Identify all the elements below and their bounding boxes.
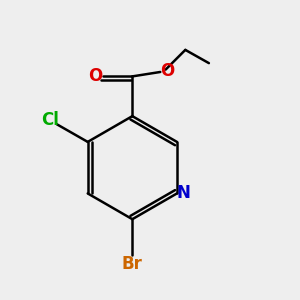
Text: N: N — [176, 184, 190, 202]
Text: Cl: Cl — [41, 111, 59, 129]
Text: O: O — [88, 68, 103, 85]
Text: Br: Br — [122, 255, 143, 273]
Text: O: O — [160, 62, 174, 80]
